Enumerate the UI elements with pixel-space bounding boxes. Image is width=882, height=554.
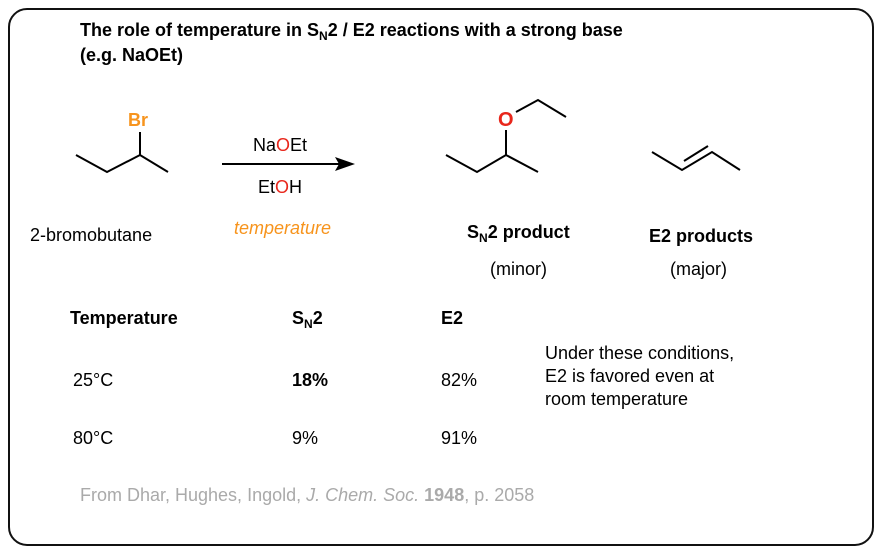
ether-skeleton (445, 153, 539, 174)
title-text: 2 / E2 reactions with a strong base (327, 20, 623, 40)
comment-line: E2 is favored even at (545, 366, 715, 386)
table-cell: 82% (441, 370, 478, 390)
text: From Dhar, Hughes, Ingold, (80, 485, 307, 505)
comment-line: Under these conditions, (545, 343, 735, 363)
frame (8, 8, 874, 546)
subscript: N (304, 317, 313, 331)
title: The role of temperature in SN2 / E2 reac… (80, 21, 623, 42)
arrow-head (335, 157, 355, 171)
sn2-label: SN2 product (467, 223, 570, 244)
text: 2 (312, 308, 323, 328)
sn2-note: (minor) (490, 259, 547, 279)
title-text: The role of temperature in S (80, 20, 320, 40)
journal: J. Chem. Soc. (306, 485, 420, 505)
double-bond (683, 145, 709, 162)
table-header: SN2 (292, 309, 323, 330)
text: Et (258, 177, 276, 197)
bromine: Br (128, 110, 149, 130)
comment-line: room temperature (545, 389, 689, 409)
table-cell: 25°C (73, 370, 114, 390)
e2-label: E2 products (649, 226, 754, 246)
reactant-name: 2-bromobutane (30, 225, 153, 245)
subscript: N (479, 231, 488, 245)
title-line2: (e.g. NaOEt) (80, 45, 184, 65)
year: 1948 (419, 485, 465, 505)
text: S (292, 308, 305, 328)
text: S (467, 222, 480, 242)
text: H (289, 177, 303, 197)
text: Et (290, 135, 308, 155)
text: , p. 2058 (464, 485, 535, 505)
table-cell: 91% (441, 428, 478, 448)
table-header: E2 (441, 308, 464, 328)
oxygen: O (275, 177, 290, 197)
ethyl (515, 98, 567, 118)
e2-note: (major) (670, 259, 727, 279)
oxygen: O (276, 135, 291, 155)
table-cell: 18% (292, 370, 329, 390)
temperature-label: temperature (234, 218, 332, 238)
table-cell: 9% (292, 428, 319, 448)
solvent: EtOH (258, 178, 302, 196)
reactant-skeleton (75, 153, 169, 174)
oxygen: O (498, 109, 514, 131)
text: Na (253, 135, 277, 155)
subscript: N (319, 29, 328, 43)
table-header: Temperature (70, 308, 178, 328)
text: 2 product (487, 222, 570, 242)
alkene-skeleton (651, 150, 741, 172)
reagent: NaOEt (253, 136, 307, 154)
table-cell: 80°C (73, 428, 114, 448)
citation: From Dhar, Hughes, Ingold, J. Chem. Soc.… (80, 486, 534, 504)
